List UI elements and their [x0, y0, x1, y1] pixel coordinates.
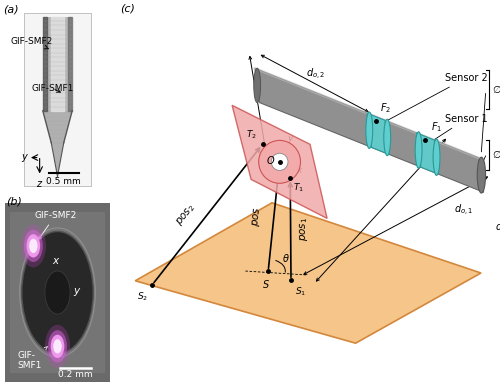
Polygon shape: [232, 105, 327, 218]
Polygon shape: [255, 68, 484, 192]
Bar: [24, 13, 91, 186]
Circle shape: [50, 335, 64, 358]
Text: $x$: $x$: [296, 166, 304, 175]
Text: (b): (b): [6, 196, 22, 206]
Text: $\varnothing D_F$: $\varnothing D_F$: [492, 83, 500, 97]
Circle shape: [26, 234, 40, 257]
Text: $O$: $O$: [266, 154, 275, 166]
Text: Sensor 2: Sensor 2: [383, 73, 488, 123]
Text: $S_2$: $S_2$: [138, 290, 148, 303]
Ellipse shape: [366, 112, 372, 149]
Text: $S$: $S$: [262, 278, 270, 290]
Text: (c): (c): [120, 4, 135, 14]
Circle shape: [21, 224, 46, 268]
Circle shape: [271, 153, 288, 170]
Text: GIF-SMF2: GIF-SMF2: [34, 211, 76, 239]
Ellipse shape: [254, 68, 260, 103]
Ellipse shape: [433, 139, 440, 176]
Circle shape: [45, 271, 70, 314]
Circle shape: [29, 239, 38, 253]
Text: $y$: $y$: [287, 134, 295, 145]
Polygon shape: [255, 68, 479, 158]
Text: $\varnothing D_N$: $\varnothing D_N$: [492, 148, 500, 162]
Circle shape: [48, 330, 67, 362]
Text: $F_2$: $F_2$: [380, 101, 391, 115]
Text: GIF-
SMF1: GIF- SMF1: [18, 347, 48, 370]
Text: GIF-SMF1: GIF-SMF1: [31, 84, 74, 93]
Text: 0.2 mm: 0.2 mm: [58, 370, 92, 379]
Polygon shape: [416, 133, 439, 174]
Text: $d_1$: $d_1$: [494, 221, 500, 234]
Text: $d_{o,2}$: $d_{o,2}$: [306, 67, 326, 82]
Circle shape: [45, 325, 70, 368]
Bar: [43, 17, 72, 111]
Text: $y$: $y$: [21, 152, 29, 163]
Circle shape: [258, 140, 300, 183]
Text: $pos_2$: $pos_2$: [174, 201, 198, 228]
Polygon shape: [367, 113, 390, 154]
Text: $pos$: $pos$: [250, 206, 264, 227]
Text: $y$: $y$: [73, 287, 82, 298]
Text: $F_1$: $F_1$: [431, 121, 442, 135]
Text: $S_1$: $S_1$: [295, 285, 306, 298]
Text: $d_2$: $d_2$: [254, 90, 266, 103]
Ellipse shape: [477, 157, 486, 193]
Text: $T_2$: $T_2$: [246, 129, 257, 141]
Circle shape: [22, 232, 93, 353]
Circle shape: [54, 339, 62, 353]
Text: $x$: $x$: [52, 255, 60, 266]
Polygon shape: [135, 203, 481, 343]
Ellipse shape: [384, 119, 390, 156]
Text: $\theta$: $\theta$: [282, 252, 290, 264]
Text: $z$: $z$: [36, 179, 44, 189]
Text: $T_1$: $T_1$: [294, 181, 304, 194]
Text: 0.5 mm: 0.5 mm: [46, 177, 81, 186]
Text: GIF-SMF2: GIF-SMF2: [10, 37, 52, 49]
Circle shape: [24, 230, 43, 262]
Text: (a): (a): [3, 4, 18, 14]
Ellipse shape: [415, 132, 422, 168]
Text: $d_{o,1}$: $d_{o,1}$: [454, 203, 473, 218]
Polygon shape: [43, 111, 72, 176]
Text: Needle: Needle: [436, 161, 479, 172]
Text: Sensor 1: Sensor 1: [430, 114, 488, 142]
Text: $pos_1$: $pos_1$: [298, 217, 310, 241]
